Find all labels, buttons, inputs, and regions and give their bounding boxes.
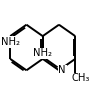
Text: CH₃: CH₃ [71,73,90,83]
Text: N: N [58,65,66,75]
Text: NH₂: NH₂ [33,48,52,58]
Text: NH₂: NH₂ [1,37,20,47]
